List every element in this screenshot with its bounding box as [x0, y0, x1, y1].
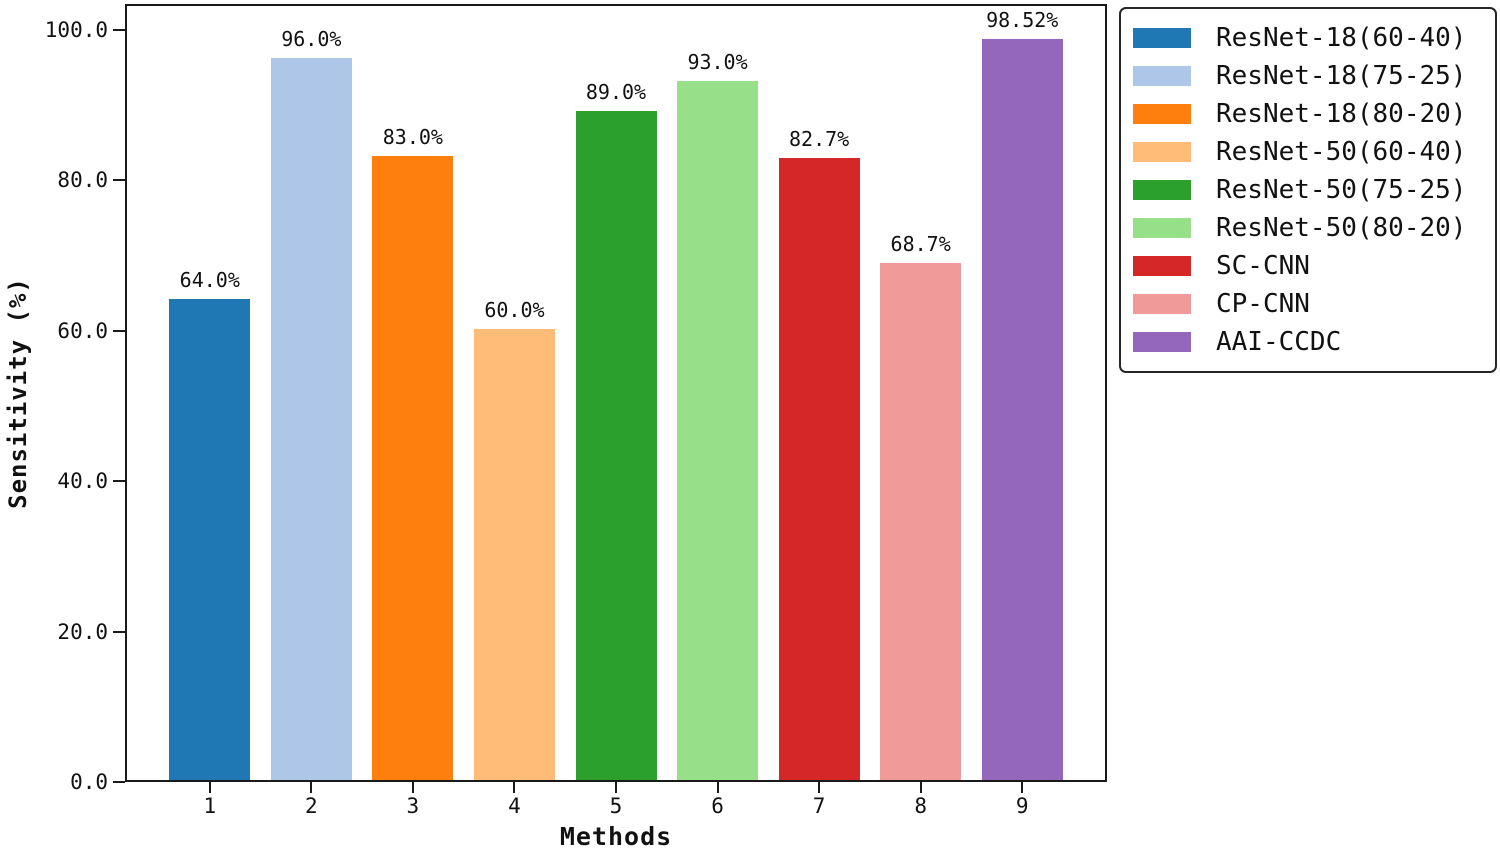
- bar-ResNet-50(75-25): [575, 110, 657, 780]
- legend-item-ResNet-50(80-20): ResNet-50(80-20): [1133, 210, 1483, 246]
- y-tick-label: 80.0: [57, 168, 108, 193]
- legend-label: ResNet-50(75-25): [1216, 175, 1467, 205]
- x-tick-label: 9: [1015, 794, 1029, 818]
- y-axis-tick: [113, 179, 125, 182]
- legend-label: CP-CNN: [1216, 289, 1310, 319]
- bar-value-label: 93.0%: [687, 49, 748, 74]
- y-tick-label: 0.0: [70, 770, 108, 794]
- bar-ResNet-18(80-20): [372, 155, 454, 780]
- legend-label: ResNet-50(80-20): [1216, 213, 1467, 243]
- x-tick-label: 6: [711, 794, 724, 818]
- legend-label: ResNet-18(75-25): [1216, 61, 1467, 91]
- legend: ResNet-18(60-40) ResNet-18(75-25) ResNet-1…: [1119, 7, 1497, 373]
- y-axis-tick: [113, 630, 125, 633]
- plot-area: 0.0 20.0 40.0 60.0 80.0 100.0 64.0% 1 96.0% 2 83.0…: [45, 4, 1107, 818]
- legend-swatch: [1133, 66, 1191, 86]
- x-tick-label: 2: [305, 794, 318, 818]
- bar-ResNet-18(75-25): [270, 58, 352, 780]
- legend-label: ResNet-18(80-20): [1216, 99, 1467, 129]
- legend-item-ResNet-18(80-20): ResNet-18(80-20): [1133, 96, 1483, 132]
- legend-item-CP-CNN: CP-CNN: [1133, 286, 1483, 322]
- x-axis-tick: [716, 782, 719, 793]
- bar-CP-CNN: [880, 263, 962, 780]
- x-tick-label: 3: [406, 794, 420, 818]
- x-tick-label: 1: [203, 794, 217, 818]
- bar-ResNet-50(60-40): [473, 328, 555, 780]
- x-tick-label: 7: [812, 794, 826, 818]
- bar-value-label: 83.0%: [382, 124, 443, 149]
- x-axis-tick: [919, 782, 922, 793]
- legend-item-ResNet-50(60-40): ResNet-50(60-40): [1133, 134, 1483, 170]
- bar-value-label: 96.0%: [281, 27, 342, 52]
- y-tick-label: 40.0: [57, 469, 108, 494]
- legend-swatch: [1133, 28, 1191, 48]
- y-axis-title: Sensitivity (%): [4, 277, 32, 509]
- y-axis-tick: [113, 781, 125, 783]
- legend-swatch: [1133, 256, 1191, 276]
- legend-item-ResNet-18(75-25): ResNet-18(75-25): [1133, 58, 1483, 94]
- bar-value-label: 89.0%: [585, 79, 647, 104]
- bar-ResNet-50(80-20): [677, 80, 759, 780]
- y-tick-label: 60.0: [57, 318, 108, 343]
- legend-item-SC-CNN: SC-CNN: [1133, 248, 1483, 284]
- bar-value-label: 98.52%: [986, 8, 1059, 33]
- bar-ResNet-18(60-40): [169, 298, 251, 780]
- legend-item-AAI-CCDC: AAI-CCDC: [1133, 324, 1483, 360]
- legend-swatch: [1133, 180, 1191, 200]
- legend-item-ResNet-50(75-25): ResNet-50(75-25): [1133, 172, 1483, 208]
- y-axis-tick: [113, 329, 125, 332]
- x-tick-label: 8: [914, 794, 927, 818]
- legend-label: ResNet-50(60-40): [1216, 137, 1467, 167]
- bar-value-label: 68.7%: [890, 232, 951, 257]
- x-axis-tick: [818, 782, 821, 793]
- legend-item-ResNet-18(60-40): ResNet-18(60-40): [1133, 20, 1483, 56]
- x-axis-tick: [208, 782, 211, 793]
- legend-label: AAI-CCDC: [1216, 327, 1342, 357]
- x-axis-tick: [310, 782, 313, 793]
- y-axis-tick: [113, 29, 125, 31]
- x-axis-tick: [1021, 782, 1024, 793]
- legend-label: ResNet-18(60-40): [1216, 23, 1467, 53]
- legend-swatch: [1133, 142, 1191, 162]
- x-tick-label: 5: [609, 794, 623, 818]
- legend-swatch: [1133, 294, 1191, 314]
- legend-label: SC-CNN: [1216, 251, 1310, 281]
- bar-value-label: 64.0%: [179, 267, 240, 292]
- x-axis-tick: [513, 782, 516, 793]
- x-axis-tick: [615, 782, 617, 793]
- legend-swatch: [1133, 218, 1191, 238]
- legend-swatch: [1133, 332, 1191, 352]
- x-tick-label: 4: [508, 794, 521, 818]
- x-axis-tick: [411, 782, 414, 793]
- y-tick-label: 100.0: [44, 18, 108, 42]
- bar-SC-CNN: [778, 158, 860, 780]
- x-axis-title: Methods: [559, 822, 673, 851]
- bar-value-label: 60.0%: [484, 297, 545, 322]
- y-axis-tick: [113, 480, 125, 483]
- legend-swatch: [1133, 104, 1191, 124]
- y-tick-label: 20.0: [57, 619, 108, 644]
- bar-AAI-CCDC: [981, 39, 1063, 780]
- bar-value-label: 82.7%: [789, 127, 850, 152]
